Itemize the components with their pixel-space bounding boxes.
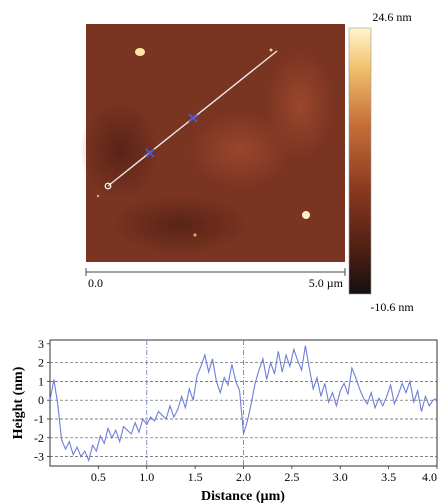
y-tick-label: 1 (38, 374, 44, 388)
x-tick-label: 3.0 (333, 470, 348, 484)
y-axis-label: Height (nm) (11, 366, 26, 439)
colorbar-min-label: -10.6 nm (370, 300, 414, 314)
scale-origin-label: 0.0 (88, 276, 103, 290)
x-axis-label: Distance (µm) (201, 489, 285, 504)
x-tick-label: 2.5 (284, 470, 299, 484)
afm-particle (270, 49, 273, 52)
y-axis-ticks: 3 2 1 0 -1 -2 -3 (34, 337, 50, 464)
x-tick-label: 3.5 (381, 470, 396, 484)
x-tick-label: 4.0 (422, 470, 437, 484)
x-tick-label: 1.0 (139, 470, 154, 484)
afm-particle (302, 211, 310, 219)
colorbar-max-label: 24.6 nm (372, 10, 412, 24)
afm-terrace-region (265, 50, 335, 160)
height-profile-chart: 3 2 1 0 -1 -2 -3 0.5 1.0 1.5 2.0 2.5 3.0 3.5 4.0 Dist… (11, 337, 437, 504)
y-tick-label: -2 (34, 431, 44, 445)
afm-particle (194, 234, 197, 237)
y-tick-label: -3 (34, 450, 44, 464)
y-tick-label: -1 (34, 412, 44, 426)
x-tick-label: 2.0 (236, 470, 251, 484)
afm-image-panel: 0.0 5.0 µm (80, 24, 345, 290)
afm-particle (135, 48, 145, 56)
afm-shadow-region (110, 195, 250, 255)
afm-particle (97, 195, 99, 197)
scale-width-label: 5.0 µm (309, 276, 344, 290)
y-tick-label: 0 (38, 393, 44, 407)
y-tick-label: 2 (38, 356, 44, 370)
x-tick-label: 1.5 (188, 470, 203, 484)
height-colorbar: 24.6 nm -10.6 nm (349, 10, 414, 314)
y-tick-label: 3 (38, 337, 44, 351)
x-tick-label: 0.5 (91, 470, 106, 484)
x-axis-ticks: 0.5 1.0 1.5 2.0 2.5 3.0 3.5 4.0 (91, 466, 437, 484)
colorbar-gradient (349, 28, 371, 294)
